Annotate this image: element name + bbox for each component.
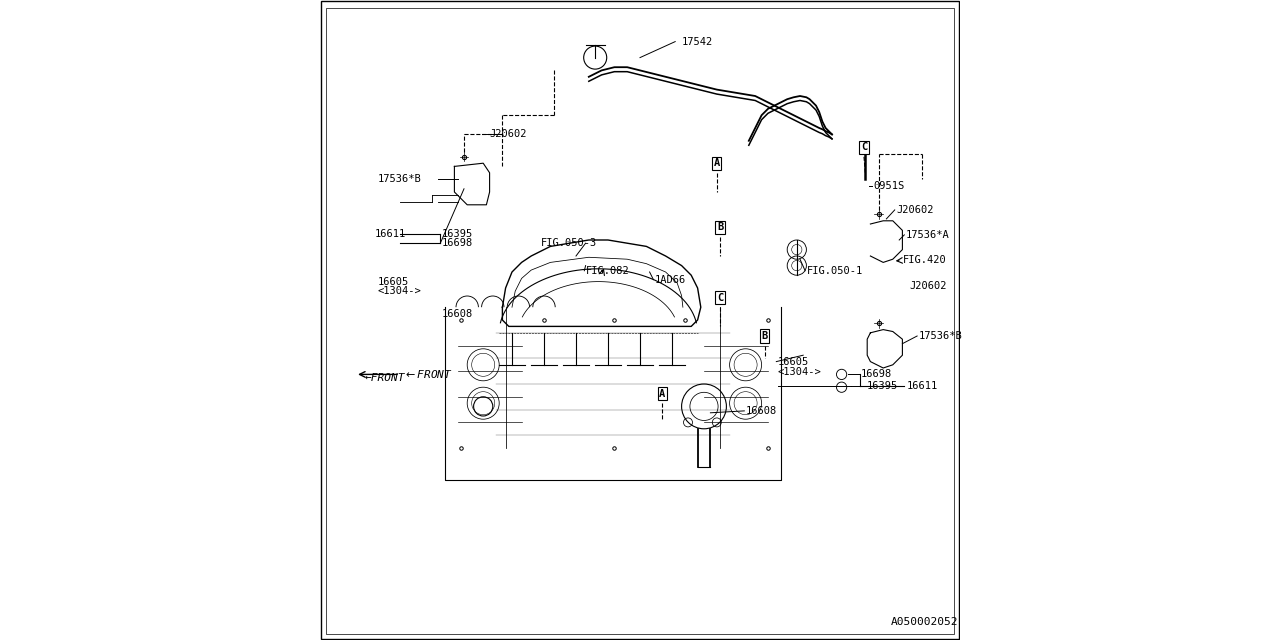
Text: C: C <box>717 292 723 303</box>
Text: 0951S: 0951S <box>874 180 905 191</box>
Text: 16698: 16698 <box>860 369 892 380</box>
Text: J20602: J20602 <box>896 205 933 215</box>
Text: 16611: 16611 <box>906 381 938 391</box>
Text: 17542: 17542 <box>681 36 713 47</box>
Text: J20602: J20602 <box>910 281 947 291</box>
Circle shape <box>861 147 869 154</box>
Text: 16605: 16605 <box>378 276 408 287</box>
Text: 16395: 16395 <box>442 228 472 239</box>
Text: 17536*B: 17536*B <box>919 331 963 341</box>
Text: A: A <box>714 158 719 168</box>
Text: A: A <box>659 388 666 399</box>
Text: 16605: 16605 <box>777 356 809 367</box>
Text: ←FRONT: ←FRONT <box>365 372 406 383</box>
Text: FIG.420: FIG.420 <box>902 255 946 266</box>
Text: 16608: 16608 <box>745 406 777 416</box>
Text: 1AD66: 1AD66 <box>655 275 686 285</box>
Text: B: B <box>762 331 768 341</box>
Text: 17536*A: 17536*A <box>906 230 950 240</box>
Text: J20602: J20602 <box>490 129 527 140</box>
Text: FIG.082: FIG.082 <box>585 266 630 276</box>
Text: 17536*B: 17536*B <box>378 174 421 184</box>
Text: A050002052: A050002052 <box>891 617 959 627</box>
Text: 16611: 16611 <box>374 228 406 239</box>
Text: <1304->: <1304-> <box>777 367 822 378</box>
Text: C: C <box>861 142 867 152</box>
Text: B: B <box>717 222 723 232</box>
Text: FIG.050-1: FIG.050-1 <box>806 266 863 276</box>
Text: $\leftarrow$FRONT: $\leftarrow$FRONT <box>403 369 453 380</box>
Text: 16395: 16395 <box>868 381 899 391</box>
Text: 16608: 16608 <box>442 308 472 319</box>
Text: <1304->: <1304-> <box>378 286 421 296</box>
Text: FIG.050-3: FIG.050-3 <box>540 238 596 248</box>
Text: 16698: 16698 <box>442 238 472 248</box>
